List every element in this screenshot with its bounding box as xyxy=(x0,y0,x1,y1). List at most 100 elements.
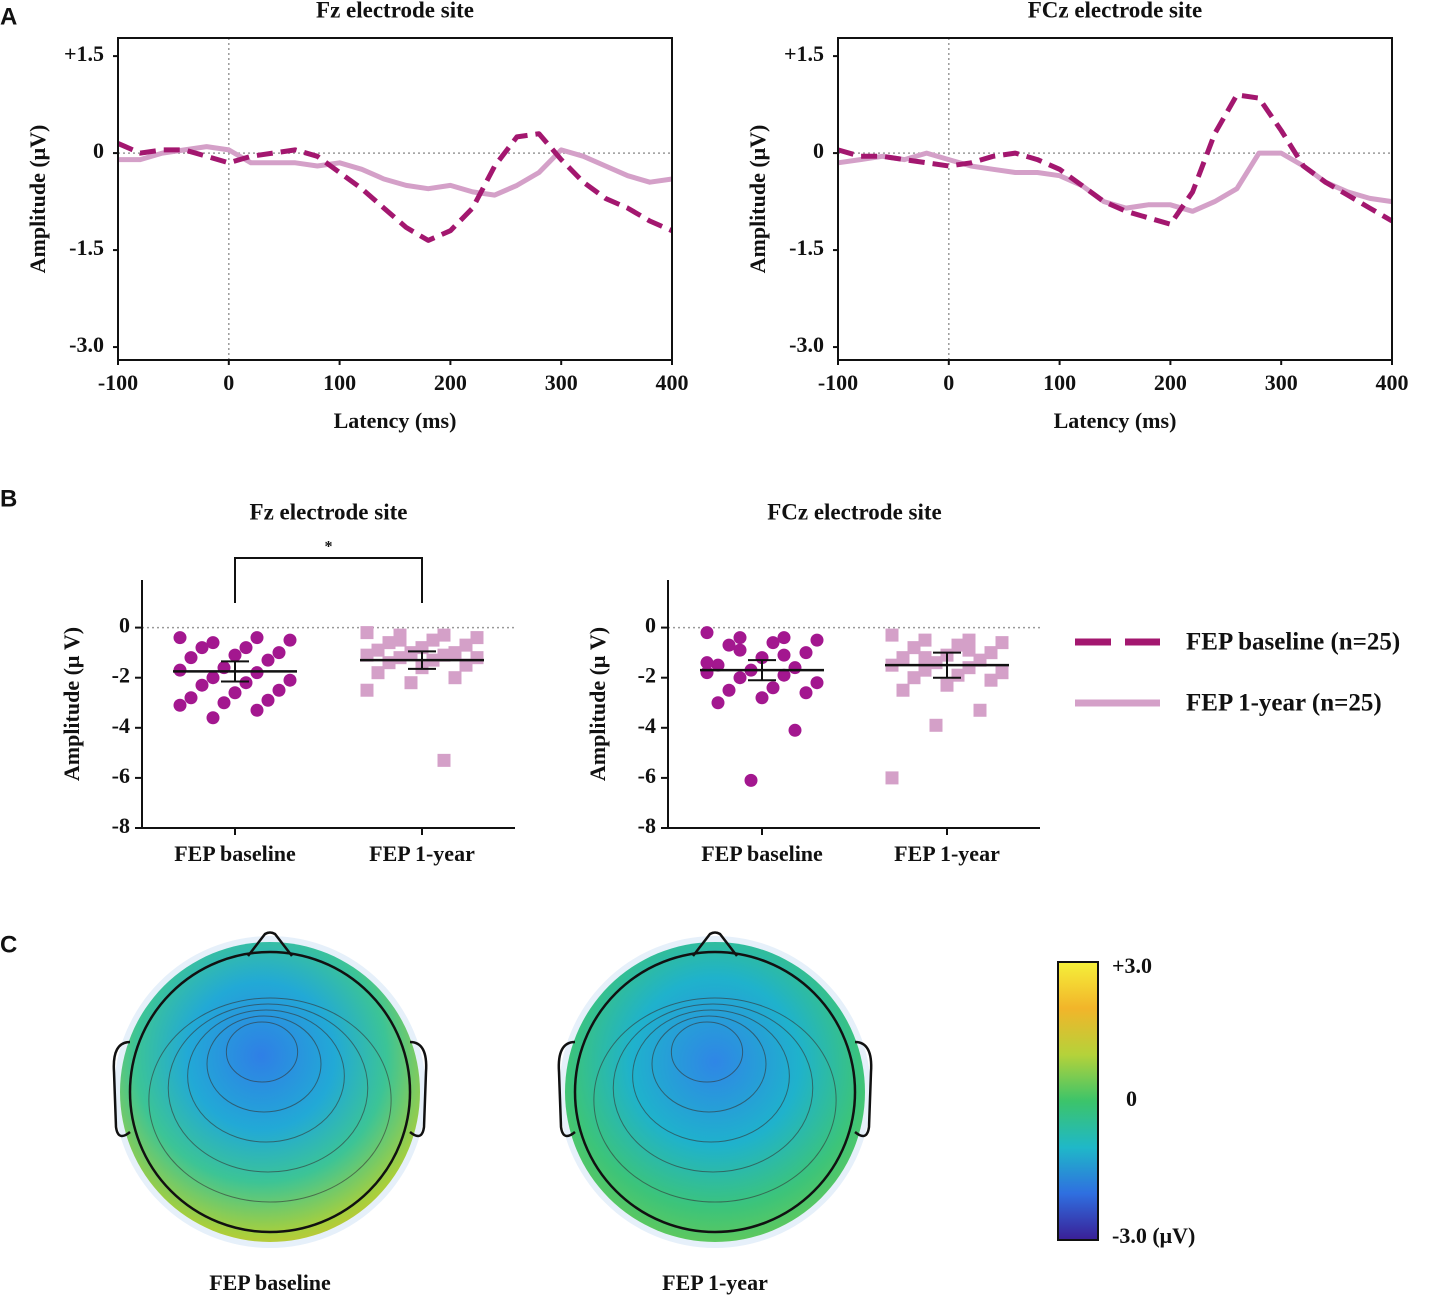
data-point xyxy=(885,628,899,642)
y-tick-label: -2 xyxy=(112,663,130,688)
x-tick-label: -100 xyxy=(98,370,138,395)
contour xyxy=(651,1015,767,1113)
data-point xyxy=(766,681,780,695)
y-tick-label: -6 xyxy=(112,763,130,788)
x-axis-label: Latency (ms) xyxy=(1054,408,1177,433)
colorbar-tick-label: +3.0 xyxy=(1112,953,1152,978)
y-tick-label: -3.0 xyxy=(69,332,104,357)
data-point xyxy=(371,666,385,680)
contour xyxy=(187,1009,345,1143)
data-point xyxy=(393,633,407,647)
y-tick-label: -1.5 xyxy=(789,235,824,260)
data-point xyxy=(810,676,824,690)
x-axis-label: Latency (ms) xyxy=(334,408,457,433)
data-point xyxy=(371,643,385,657)
data-point xyxy=(228,686,242,700)
y-axis-label: Amplitude (μ V) xyxy=(585,627,610,781)
data-point xyxy=(360,683,374,697)
data-point xyxy=(962,643,976,657)
data-point xyxy=(744,773,758,787)
series-line xyxy=(118,144,673,198)
data-point xyxy=(766,636,780,650)
error-bar xyxy=(933,651,961,679)
data-point xyxy=(173,663,187,677)
map-label: FEP baseline xyxy=(209,1270,331,1295)
data-point xyxy=(788,661,802,675)
data-point xyxy=(700,626,714,640)
data-point xyxy=(382,636,396,650)
significance-bracket xyxy=(234,557,423,603)
data-point xyxy=(885,771,899,785)
data-point xyxy=(918,651,932,665)
ear xyxy=(409,1040,428,1138)
data-point xyxy=(777,648,791,662)
data-point xyxy=(228,648,242,662)
colorbar xyxy=(1057,961,1099,1241)
data-point xyxy=(272,646,286,660)
y-tick-label: 0 xyxy=(813,138,824,163)
data-point xyxy=(283,673,297,687)
x-tick-label: 400 xyxy=(1376,370,1409,395)
data-point xyxy=(360,626,374,640)
data-point xyxy=(184,651,198,665)
contour xyxy=(632,1009,790,1143)
chart-title: Fz electrode site xyxy=(316,0,474,22)
y-tick-label: -4 xyxy=(638,713,656,738)
data-point xyxy=(448,646,462,660)
data-point xyxy=(261,653,275,667)
data-point xyxy=(272,683,286,697)
chart-title: Fz electrode site xyxy=(250,499,408,524)
data-point xyxy=(777,668,791,682)
ear xyxy=(112,1040,131,1138)
scalp-map xyxy=(565,942,865,1242)
head-outline xyxy=(573,950,857,1234)
data-point xyxy=(217,696,231,710)
data-point xyxy=(907,641,921,655)
error-bar xyxy=(408,650,436,670)
x-tick-label: 200 xyxy=(1154,370,1187,395)
y-tick-label: -8 xyxy=(638,813,656,838)
data-point xyxy=(283,633,297,647)
data-point xyxy=(788,723,802,737)
data-point xyxy=(459,658,473,672)
x-tick-label: 200 xyxy=(434,370,467,395)
map-label: FEP 1-year xyxy=(662,1270,768,1295)
contour xyxy=(670,1021,744,1083)
ear xyxy=(854,1040,873,1138)
x-tick-label: 300 xyxy=(1265,370,1298,395)
y-axis-label: Amplitude (μV) xyxy=(745,125,770,274)
contour xyxy=(593,997,837,1203)
data-point xyxy=(206,671,220,685)
y-tick-label: -2 xyxy=(638,663,656,688)
panel-letter: C xyxy=(0,931,17,958)
data-point xyxy=(239,676,253,690)
data-point xyxy=(995,636,1009,650)
chart-title: FCz electrode site xyxy=(767,499,942,524)
head-outline xyxy=(128,950,412,1234)
y-tick-label: -3.0 xyxy=(789,332,824,357)
y-tick-label: -1.5 xyxy=(69,235,104,260)
contour xyxy=(206,1015,322,1113)
data-point xyxy=(437,628,451,642)
legend-label: FEP baseline (n=25) xyxy=(1186,629,1400,656)
x-tick-label: -100 xyxy=(818,370,858,395)
data-point xyxy=(470,631,484,645)
x-tick-label: 100 xyxy=(1043,370,1076,395)
data-point xyxy=(755,691,769,705)
data-point xyxy=(984,673,998,687)
error-bar xyxy=(748,659,776,682)
data-point xyxy=(918,663,932,677)
data-point xyxy=(426,633,440,647)
data-point xyxy=(250,666,264,680)
data-point xyxy=(777,631,791,645)
nose xyxy=(247,931,293,957)
data-point xyxy=(711,696,725,710)
data-point xyxy=(404,676,418,690)
data-point xyxy=(239,641,253,655)
contour xyxy=(612,1003,814,1173)
scalp-map xyxy=(120,942,420,1242)
plot-frame xyxy=(117,37,673,361)
data-point xyxy=(810,633,824,647)
data-point xyxy=(951,638,965,652)
